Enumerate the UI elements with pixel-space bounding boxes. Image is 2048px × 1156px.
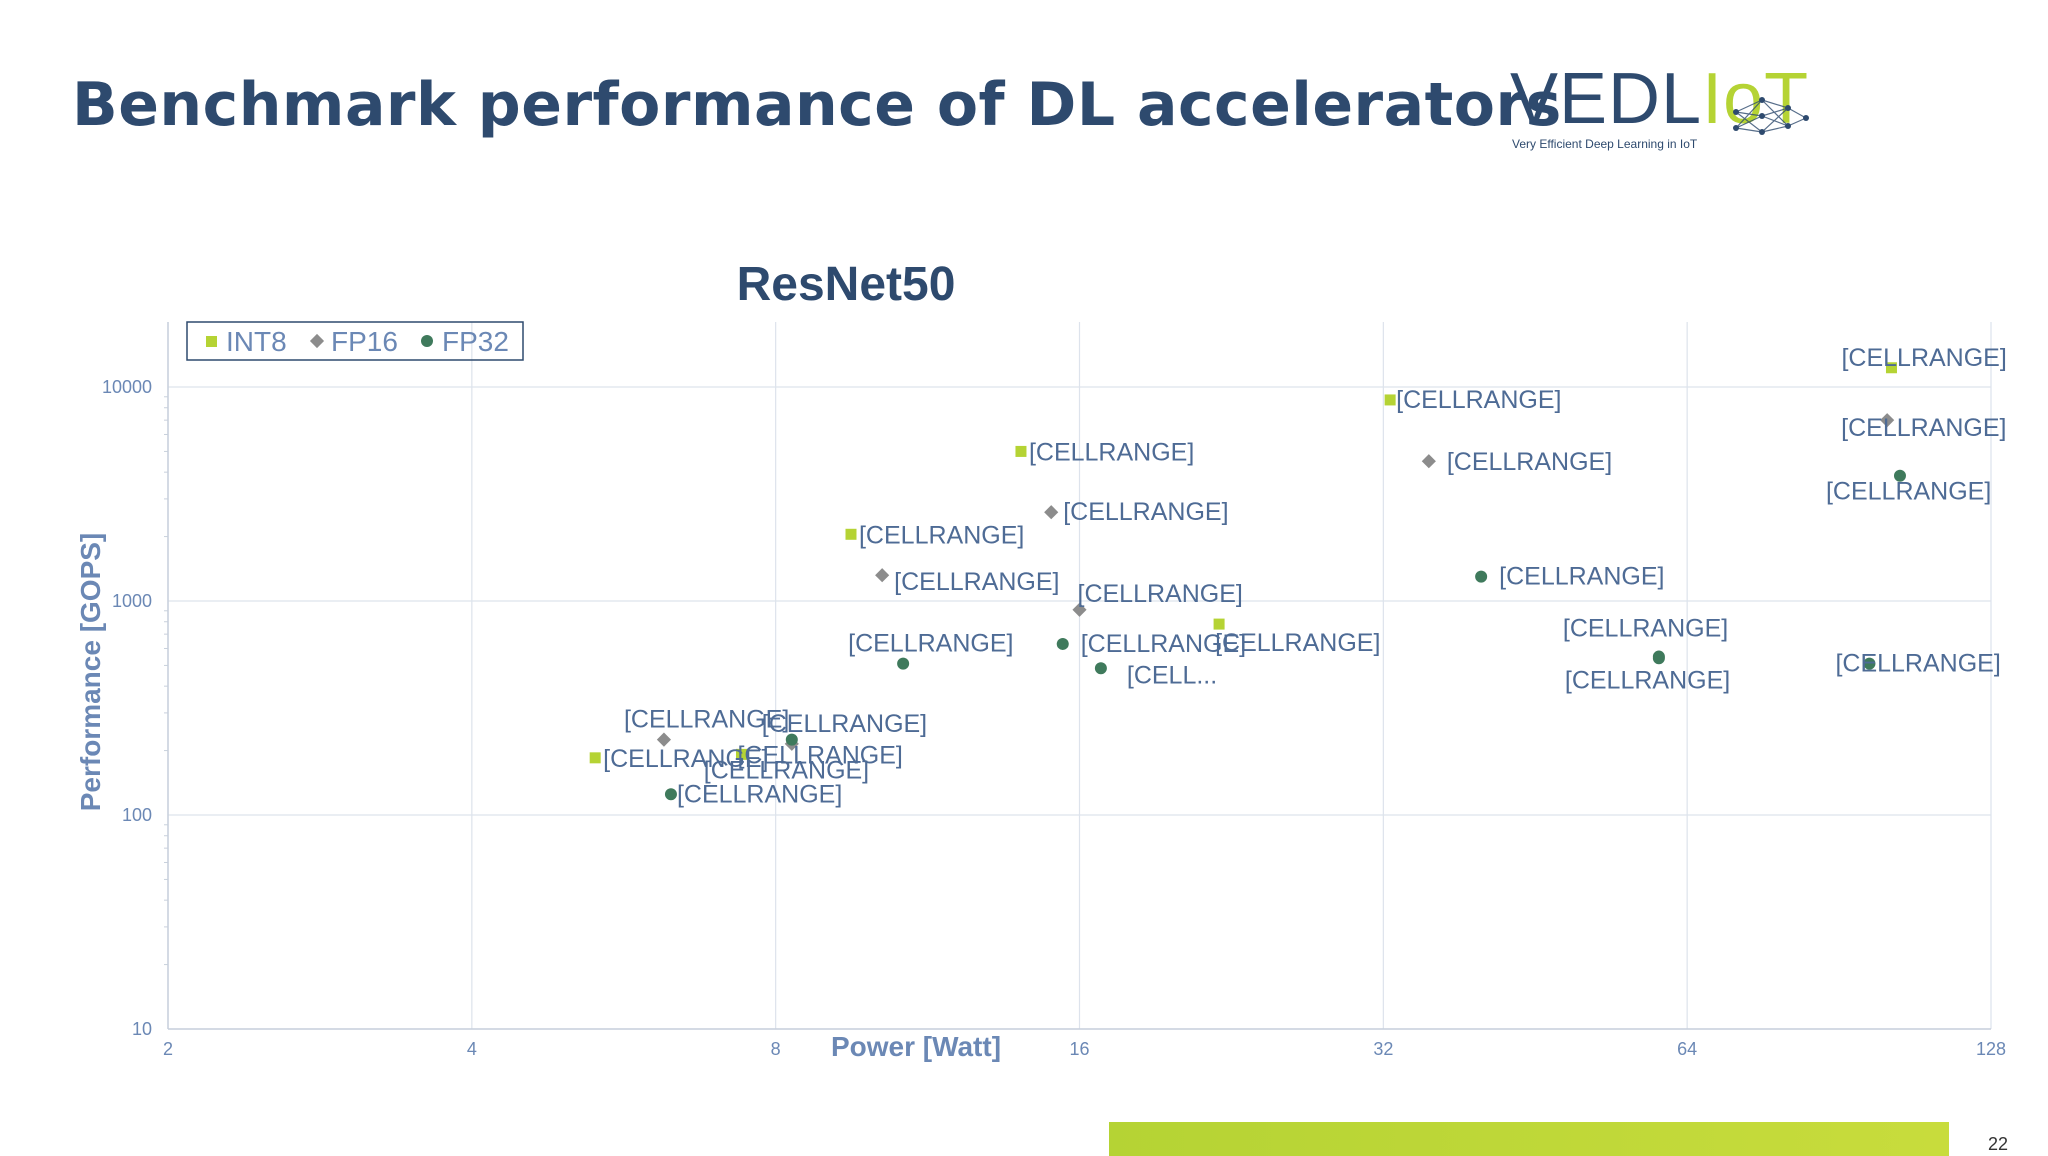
fp32-point [1893,469,1906,482]
x-tick-label: 64 [1677,1039,1697,1059]
int8-data-label: [CELLRANGE] [1215,629,1380,657]
y-tick-label: 1000 [112,591,152,611]
chart-legend: INT8 FP16 FP32 [186,321,524,361]
x-tick-label: 128 [1976,1039,2006,1059]
fp16-data-label: [CELLRANGE] [1447,448,1612,476]
fp32-data-label: [CELLRANGE] [1081,630,1246,658]
fp32-data-label: [CELLRANGE] [848,630,1013,658]
fp32-point [1652,652,1665,665]
fp32-data-label: [CELLRANGE] [677,780,842,808]
legend-int8-marker [206,336,217,347]
fp16-data-label: [CELLRANGE] [1078,580,1243,608]
int8-data-label: [CELLRANGE] [1029,438,1194,466]
footer-accent-bar [1109,1122,1949,1156]
fp16-point [1072,602,1087,617]
fp16-data-label: [CELLRANGE] [1063,498,1228,526]
fp16-data-label: [CELLRANGE] [1841,414,2006,442]
int8-point [1213,618,1225,630]
fp32-point [897,657,910,670]
x-tick-label: 16 [1069,1039,1089,1059]
int8-data-label: [CELLRANGE] [859,521,1024,549]
fp32-data-label: [CELLRANGE] [1826,478,1991,506]
legend-fp16-label: FP16 [331,326,398,357]
fp16-data-label: [CELLRANGE] [762,710,927,738]
fp16-data-label: [CELLRANGE] [894,568,1059,596]
int8-data-label: [CELLRANGE] [603,745,768,773]
legend-box [186,321,524,361]
fp32-point [1475,570,1488,583]
fp32-data-label: [CELLRANGE] [1565,666,1730,694]
legend-fp32-marker [421,335,433,347]
int8-point [1015,445,1027,457]
logo-tagline: Very Efficient Deep Learning in IoT [1512,137,1698,151]
x-tick-label: 2 [163,1039,173,1059]
int8-point [1885,362,1897,374]
legend-fp16-marker [309,333,325,349]
int8-point [735,748,747,760]
fp32-point [785,733,798,746]
fp32-data-label: [CELL... [1127,661,1217,689]
y-axis-label: Performance [GOPS] [75,533,106,812]
fp16-point [875,568,890,583]
y-tick-label: 100 [122,805,152,825]
legend-int8-label: INT8 [226,326,287,357]
logo-word-vedl: VEDL [1510,59,1703,139]
int8-point [845,528,857,540]
page-number: 22 [1988,1134,2009,1154]
fp16-point [656,732,672,747]
int8-data-label: [CELLRANGE] [737,741,902,769]
vedliot-logo: VEDLIoT Very Efficient Deep Learning in … [1510,59,1810,160]
int8-data-label: [CELLRANGE] [1396,386,1561,414]
int8-data-label: [CELLRANGE] [1841,344,2006,372]
fp32-point [664,788,677,801]
fp32-data-label: [CELLRANGE] [704,757,869,785]
x-tick-label: 8 [771,1039,781,1059]
neural-network-icon [1733,97,1809,135]
fp32-point [1056,637,1069,650]
fp16-point [1421,454,1436,469]
y-tick-label: 10 [132,1019,152,1039]
int8-point [1384,394,1396,406]
int8-point [589,752,601,764]
fp32-point [1863,657,1876,670]
fp32-point [1094,662,1107,675]
legend-fp32-label: FP32 [442,326,509,357]
fp32-data-label: [CELLRANGE] [1499,563,1664,591]
fp32-data-label: [CELLRANGE] [1835,650,2000,678]
fp32-data-label: [CELLRANGE] [1563,615,1728,643]
chart-title: ResNet50 [737,258,956,311]
x-tick-label: 4 [467,1039,477,1059]
fp16-point [1880,413,1895,428]
fp16-data-label: [CELLRANGE] [624,706,789,734]
x-axis-label: Power [Watt] [831,1031,1001,1062]
slide-title: Benchmark performance of DL accelerators [72,70,1562,140]
fp16-point [1044,505,1059,520]
x-tick-label: 32 [1373,1039,1393,1059]
y-tick-label: 10000 [102,377,152,397]
